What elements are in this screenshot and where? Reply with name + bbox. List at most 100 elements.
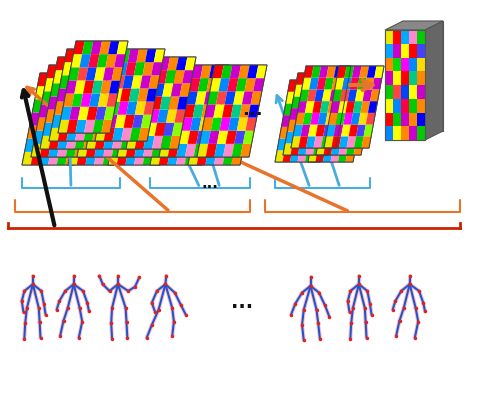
Polygon shape bbox=[328, 113, 338, 125]
Polygon shape bbox=[118, 102, 129, 115]
Polygon shape bbox=[128, 139, 139, 152]
Polygon shape bbox=[85, 83, 96, 97]
Polygon shape bbox=[366, 73, 376, 85]
Polygon shape bbox=[317, 120, 327, 132]
Polygon shape bbox=[153, 99, 164, 112]
Polygon shape bbox=[104, 107, 115, 120]
Polygon shape bbox=[102, 120, 113, 133]
Polygon shape bbox=[348, 132, 358, 143]
Polygon shape bbox=[321, 136, 331, 148]
Polygon shape bbox=[62, 110, 74, 123]
Polygon shape bbox=[77, 67, 88, 80]
Polygon shape bbox=[34, 131, 45, 144]
Polygon shape bbox=[82, 41, 93, 54]
Polygon shape bbox=[195, 91, 206, 104]
Polygon shape bbox=[134, 70, 145, 83]
Polygon shape bbox=[237, 126, 248, 139]
Polygon shape bbox=[58, 120, 69, 133]
Polygon shape bbox=[183, 65, 194, 78]
Polygon shape bbox=[119, 57, 130, 70]
Polygon shape bbox=[102, 97, 114, 110]
Polygon shape bbox=[203, 144, 214, 157]
Polygon shape bbox=[295, 80, 305, 92]
Polygon shape bbox=[151, 152, 163, 165]
Polygon shape bbox=[337, 66, 346, 78]
Polygon shape bbox=[92, 65, 103, 78]
Polygon shape bbox=[334, 125, 343, 136]
Polygon shape bbox=[285, 139, 294, 150]
Polygon shape bbox=[77, 65, 147, 157]
Polygon shape bbox=[47, 104, 59, 117]
Polygon shape bbox=[68, 152, 79, 165]
Polygon shape bbox=[177, 97, 188, 110]
Polygon shape bbox=[164, 86, 175, 99]
Polygon shape bbox=[108, 110, 120, 123]
Polygon shape bbox=[79, 70, 90, 83]
Polygon shape bbox=[199, 126, 210, 139]
Polygon shape bbox=[357, 85, 366, 97]
Polygon shape bbox=[335, 127, 345, 139]
Polygon shape bbox=[84, 91, 96, 104]
Polygon shape bbox=[333, 73, 343, 85]
Polygon shape bbox=[330, 108, 340, 120]
Polygon shape bbox=[219, 78, 230, 91]
Polygon shape bbox=[142, 97, 154, 110]
Polygon shape bbox=[75, 120, 86, 133]
Polygon shape bbox=[346, 101, 355, 113]
Polygon shape bbox=[361, 101, 370, 113]
Polygon shape bbox=[126, 110, 137, 123]
Polygon shape bbox=[325, 113, 335, 125]
Polygon shape bbox=[331, 136, 341, 148]
Polygon shape bbox=[159, 112, 170, 126]
Polygon shape bbox=[97, 123, 108, 136]
Polygon shape bbox=[86, 144, 97, 157]
Polygon shape bbox=[125, 70, 136, 83]
Polygon shape bbox=[134, 97, 145, 110]
Polygon shape bbox=[64, 57, 75, 70]
Polygon shape bbox=[283, 73, 343, 155]
Polygon shape bbox=[136, 57, 147, 70]
Polygon shape bbox=[342, 127, 352, 139]
Polygon shape bbox=[114, 139, 125, 152]
Polygon shape bbox=[24, 139, 36, 152]
Polygon shape bbox=[385, 71, 393, 85]
Polygon shape bbox=[42, 123, 54, 136]
Polygon shape bbox=[150, 65, 161, 78]
Polygon shape bbox=[158, 73, 169, 86]
Polygon shape bbox=[313, 136, 323, 148]
Polygon shape bbox=[74, 144, 85, 157]
Polygon shape bbox=[163, 123, 175, 136]
Polygon shape bbox=[117, 110, 128, 123]
Polygon shape bbox=[185, 144, 196, 157]
Polygon shape bbox=[68, 75, 79, 88]
Polygon shape bbox=[90, 57, 102, 70]
Polygon shape bbox=[81, 93, 92, 107]
Polygon shape bbox=[188, 152, 199, 165]
Polygon shape bbox=[300, 132, 310, 143]
Polygon shape bbox=[102, 112, 113, 126]
Polygon shape bbox=[204, 112, 216, 126]
Polygon shape bbox=[98, 102, 109, 115]
Polygon shape bbox=[347, 89, 357, 101]
Polygon shape bbox=[203, 73, 215, 86]
Polygon shape bbox=[401, 113, 409, 126]
Polygon shape bbox=[82, 49, 93, 62]
Polygon shape bbox=[138, 128, 149, 141]
Polygon shape bbox=[314, 115, 324, 127]
Polygon shape bbox=[205, 144, 217, 157]
Polygon shape bbox=[55, 73, 66, 86]
Polygon shape bbox=[194, 144, 205, 157]
Polygon shape bbox=[162, 131, 173, 144]
Polygon shape bbox=[353, 143, 363, 155]
Polygon shape bbox=[103, 136, 115, 149]
Polygon shape bbox=[318, 139, 327, 150]
Polygon shape bbox=[76, 112, 87, 126]
Polygon shape bbox=[312, 108, 322, 120]
Polygon shape bbox=[308, 125, 318, 136]
Polygon shape bbox=[85, 75, 97, 88]
Polygon shape bbox=[88, 139, 99, 152]
Polygon shape bbox=[336, 73, 346, 85]
Polygon shape bbox=[137, 97, 148, 110]
Polygon shape bbox=[105, 54, 117, 67]
Polygon shape bbox=[403, 21, 443, 131]
